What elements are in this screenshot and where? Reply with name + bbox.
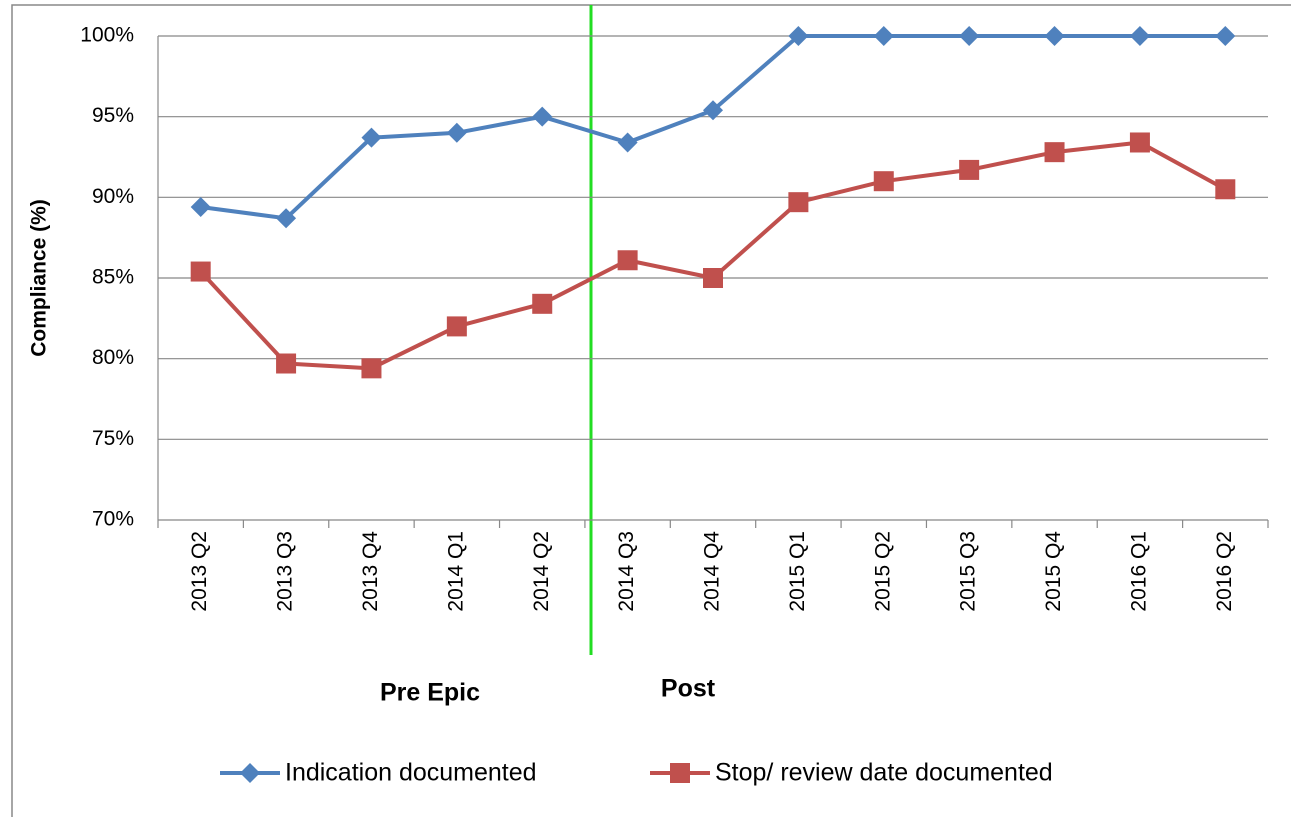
data-point bbox=[361, 358, 382, 379]
y-tick-label: 80% bbox=[92, 346, 134, 369]
legend-label: Stop/ review date documented bbox=[715, 759, 1053, 787]
data-point bbox=[532, 106, 553, 127]
x-tick-label: 2013 Q3 bbox=[274, 531, 297, 612]
y-tick-label: 100% bbox=[80, 24, 134, 47]
data-point bbox=[446, 316, 467, 337]
data-point bbox=[959, 26, 980, 46]
data-point bbox=[190, 197, 211, 218]
data-point bbox=[361, 127, 382, 148]
x-tick-label: 2015 Q4 bbox=[1042, 531, 1065, 612]
x-tick-label: 2014 Q4 bbox=[701, 531, 724, 612]
data-point bbox=[1044, 142, 1065, 163]
legend-marker bbox=[240, 763, 260, 783]
data-point bbox=[788, 26, 809, 46]
data-point bbox=[703, 100, 723, 121]
data-point bbox=[276, 208, 297, 229]
y-tick-label: 90% bbox=[92, 185, 134, 208]
data-point bbox=[703, 268, 723, 288]
series-line bbox=[199, 140, 1227, 371]
data-point bbox=[617, 250, 638, 271]
data-point bbox=[532, 293, 553, 314]
chart-frame bbox=[11, 4, 1291, 817]
x-tick-label: 2014 Q3 bbox=[615, 531, 638, 612]
x-tick-label: 2015 Q2 bbox=[871, 531, 894, 612]
x-tick-label: 2013 Q4 bbox=[359, 531, 382, 612]
annotation: Pre Epic bbox=[380, 679, 480, 707]
annotation: Post bbox=[661, 675, 716, 703]
y-tick-label: 95% bbox=[92, 104, 134, 127]
x-tick-label: 2016 Q2 bbox=[1213, 531, 1236, 612]
data-point bbox=[1215, 26, 1236, 46]
y-tick-label: 85% bbox=[92, 266, 134, 289]
y-tick-label: 70% bbox=[92, 508, 134, 531]
data-point bbox=[873, 26, 894, 46]
data-point bbox=[873, 171, 894, 192]
x-tick-label: 2013 Q2 bbox=[188, 531, 211, 612]
data-point bbox=[190, 261, 211, 282]
data-point bbox=[788, 192, 809, 213]
data-point bbox=[1129, 132, 1150, 153]
legend-label: Indication documented bbox=[285, 759, 537, 787]
x-tick-label: 2015 Q3 bbox=[957, 531, 980, 612]
data-point bbox=[617, 132, 638, 153]
legend-marker bbox=[670, 763, 690, 783]
series-line bbox=[200, 34, 1226, 221]
x-tick-label: 2015 Q1 bbox=[786, 531, 809, 612]
y-tick-label: 75% bbox=[92, 427, 134, 450]
y-axis-label: Compliance (%) bbox=[28, 199, 51, 357]
x-tick-label: 2016 Q1 bbox=[1127, 531, 1150, 612]
data-point bbox=[1129, 26, 1150, 46]
data-point bbox=[276, 353, 297, 374]
data-point bbox=[446, 122, 467, 143]
data-point bbox=[1044, 26, 1065, 46]
x-tick-label: 2014 Q1 bbox=[444, 531, 467, 612]
data-point bbox=[1215, 179, 1236, 200]
x-tick-label: 2014 Q2 bbox=[530, 531, 553, 612]
data-point bbox=[959, 159, 980, 180]
